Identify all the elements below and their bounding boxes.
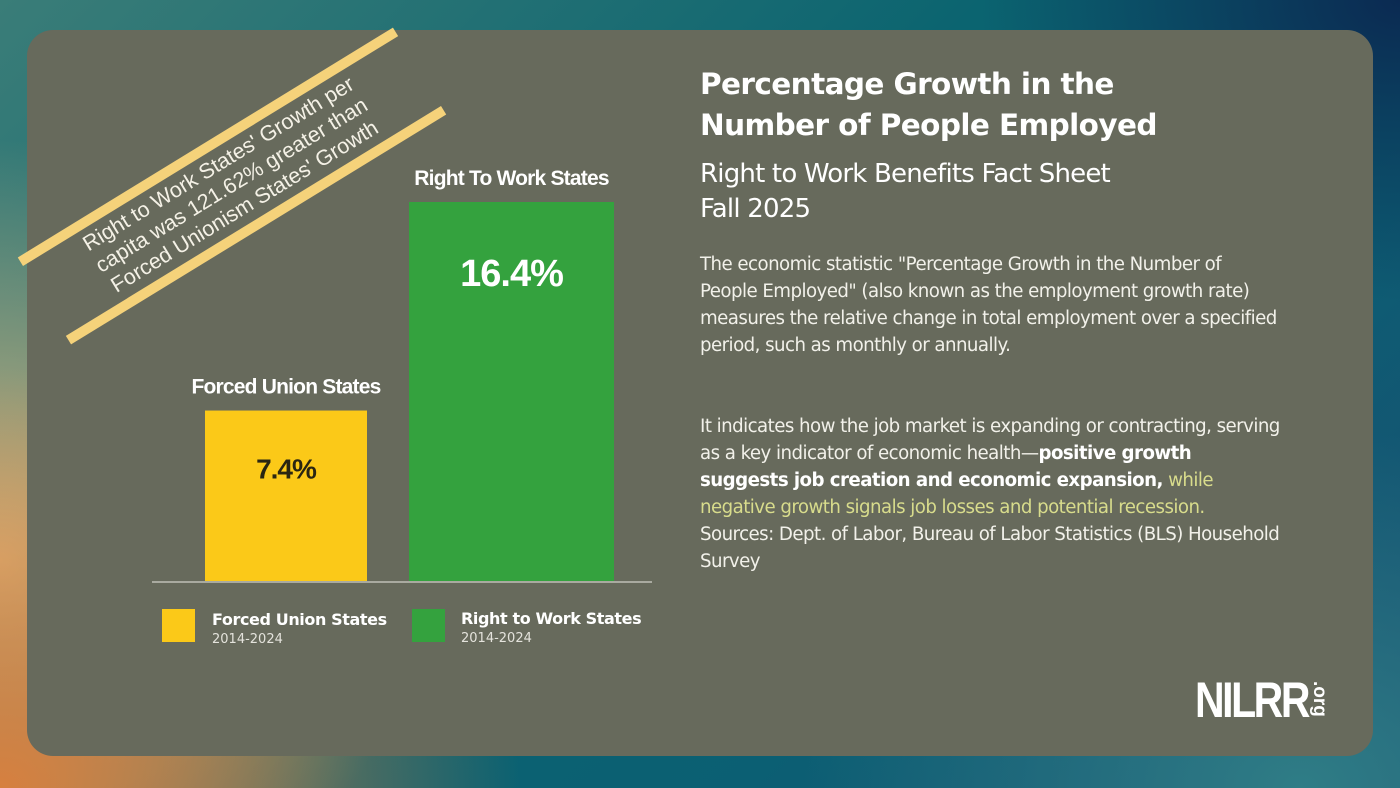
infographic-card (27, 30, 1373, 756)
bar-value-label: 7.4% (256, 454, 317, 485)
subtitle-line: Right to Work Benefits Fact Sheet (700, 159, 1111, 189)
legend-period-right-to-work: 2014-2024 (461, 631, 532, 646)
bar-forced-union (205, 410, 367, 582)
legend-label-right-to-work: Right to Work States (461, 609, 642, 628)
nilrr-logo-suffix: .org (1309, 681, 1330, 717)
legend-period-forced-union: 2014-2024 (212, 632, 283, 647)
explanation-bold-text: positive growth suggests job creation an… (700, 443, 1192, 491)
subtitle-date: Fall 2025 (700, 194, 811, 224)
explanation-highlight-text: while negative growth signals job losses… (700, 470, 1214, 518)
bar-right-to-work (409, 202, 614, 582)
nilrr-logo: NILRR (1195, 672, 1310, 728)
explanation-paragraph: It indicates how the job market is expan… (700, 413, 1280, 575)
page-title: Percentage Growth in the Number of Peopl… (700, 64, 1260, 146)
explanation-text: It indicates how the job market is expan… (700, 416, 1280, 464)
title-line: Number of People Employed (700, 108, 1157, 142)
bar-chart: Forced Union States 7.4% Right To Work Sta… (152, 167, 652, 583)
title-line: Percentage Growth in the (700, 67, 1114, 101)
page-subtitle: Right to Work Benefits Fact Sheet Fall 2… (700, 157, 1260, 227)
legend-label-forced-union: Forced Union States (212, 610, 387, 629)
legend-swatch-right-to-work (412, 609, 445, 642)
legend-swatch-forced-union (162, 609, 195, 642)
bars-group: Forced Union States 7.4% Right To Work Sta… (192, 167, 614, 582)
bar-category-label: Right To Work States (414, 167, 609, 190)
bar-category-label: Forced Union States (192, 376, 381, 399)
sources-text: Sources: Dept. of Labor, Bureau of Labor… (700, 524, 1280, 572)
bar-value-label: 16.4% (460, 253, 563, 295)
description-paragraph: The economic statistic "Percentage Growt… (700, 254, 1277, 356)
